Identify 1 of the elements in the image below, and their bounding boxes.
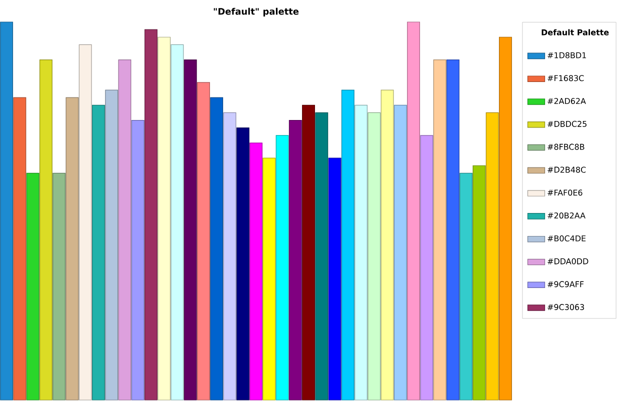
chart-title: "Default" palette <box>214 8 299 16</box>
